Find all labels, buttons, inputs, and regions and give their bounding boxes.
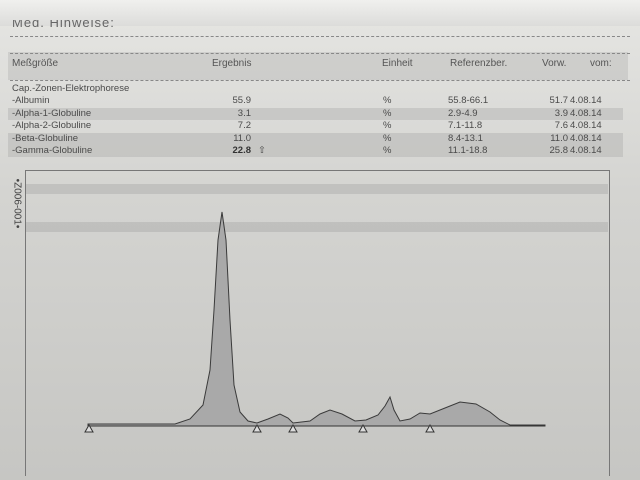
divider <box>10 36 630 37</box>
column-header: Vorw. <box>542 58 567 69</box>
cell-prev: 3.9 <box>554 107 568 119</box>
cell-name: -Alpha-2-Globuline <box>12 120 92 131</box>
column-header: Ergebnis <box>212 58 252 69</box>
cell-prev: 25.8 <box>549 145 569 156</box>
column-header: Einheit <box>382 58 413 69</box>
cell-date: 4.08.14 <box>570 145 602 156</box>
cell-unit: % <box>383 95 392 106</box>
curve-path <box>87 211 546 427</box>
divider <box>10 80 630 81</box>
column-header: vom: <box>590 58 612 69</box>
table-row: -Gamma-Globuline 22.8 ⇧% 11.1-18.8 25.8 4.08.… <box>8 145 623 157</box>
column-header: Meßgröße <box>12 58 59 69</box>
group-title: Cap.-Zonen-Elektrophorese <box>12 83 130 94</box>
cell-date: 4.08.14 <box>570 95 602 106</box>
page-top-edge <box>0 0 640 26</box>
fraction-marker-icon <box>425 423 435 433</box>
cell-result: 11.0 <box>233 132 251 144</box>
table-row: -Alpha-1-Globuline 3.1% 2.9-4.9 3.9 4.08.14 <box>8 107 623 120</box>
fraction-marker-icon <box>84 423 94 433</box>
fraction-marker-icon <box>252 423 262 433</box>
cell-name: -Beta-Globuline <box>12 132 79 144</box>
cell-name: -Alpha-1-Globuline <box>12 107 92 119</box>
fraction-marker-icon <box>288 423 298 433</box>
cell-ref: 2.9-4.9 <box>448 107 478 119</box>
divider <box>10 53 630 54</box>
table-row: -Alpha-2-Globuline 7.2% 7.1-11.8 7.6 4.08.14 <box>8 120 623 132</box>
cell-result: 22.8 <box>232 145 252 156</box>
fraction-marker-icon <box>358 423 368 433</box>
chart-band <box>26 184 608 194</box>
cell-ref: 55.8-66.1 <box>448 95 489 106</box>
cell-prev: 11.0 <box>550 132 568 144</box>
cell-unit: % <box>383 145 392 156</box>
cell-date: 4.08.14 <box>570 132 602 144</box>
cell-date: 4.08.14 <box>570 120 602 131</box>
cell-result: 7.2 <box>237 120 251 131</box>
cell-ref: 7.1-11.8 <box>448 120 483 131</box>
cell-flag: ⇧ <box>258 145 266 156</box>
column-header: Referenzber. <box>450 58 508 69</box>
chart-band <box>26 222 608 232</box>
cell-date: 4.08.14 <box>570 107 602 119</box>
header-note: Med. Hinweise: <box>12 20 115 30</box>
cell-result: 3.1 <box>237 107 251 119</box>
cell-name: -Gamma-Globuline <box>12 145 93 156</box>
cell-result: 55.9 <box>232 95 252 106</box>
cell-ref: 11.1-18.8 <box>448 145 488 156</box>
cell-prev: 7.6 <box>554 120 568 131</box>
table-header-band <box>8 52 628 80</box>
table-row: -Beta-Globuline 11.0% 8.4-13.1 11.0 4.08.14 <box>8 132 623 145</box>
cell-unit: % <box>383 120 392 131</box>
cell-unit: % <box>383 132 392 144</box>
table-row: -Albumin 55.9% 55.8-66.1 51.7 4.08.14 <box>8 95 623 107</box>
cell-name: -Albumin <box>12 95 50 106</box>
electrophoresis-chart-frame <box>25 170 610 476</box>
cell-ref: 8.4-13.1 <box>448 132 483 144</box>
cell-unit: % <box>383 107 392 119</box>
cell-prev: 51.7 <box>549 95 569 106</box>
